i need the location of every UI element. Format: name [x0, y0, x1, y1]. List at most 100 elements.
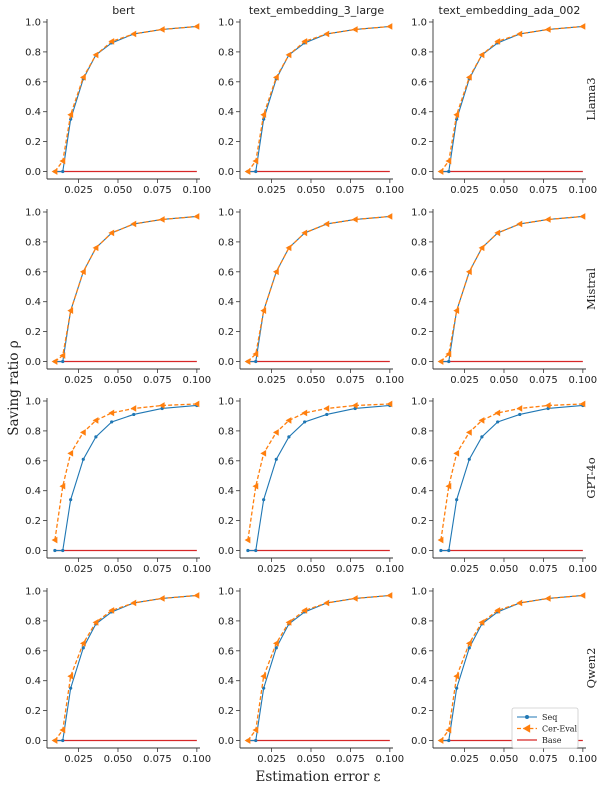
- series-point-cer-eval: [494, 409, 501, 417]
- series-point-cer-eval: [445, 350, 452, 358]
- y-tick-label: 0.2: [218, 706, 234, 717]
- series-point-cer-eval: [351, 26, 358, 33]
- y-tick-label: 1.0: [411, 207, 427, 218]
- y-tick-label: 0.8: [25, 616, 41, 627]
- series-point-cer-eval: [252, 157, 259, 165]
- panel-mistral-text-embedding-ada-002: 0.0 0.2 0.4 0.6 0.8 1.0 0.025 0.050 0.075 0.100: [411, 207, 597, 386]
- column-title-text-embedding-3-large: text_embedding_3_large: [249, 4, 385, 17]
- series-point-cer-eval: [59, 482, 66, 490]
- series-point-seq: [467, 457, 471, 461]
- series-point-seq: [496, 420, 500, 424]
- series-line-cer-eval: [54, 215, 197, 363]
- y-tick-label: 0.4: [411, 486, 427, 497]
- series-point-cer-eval: [92, 417, 99, 424]
- series-point-cer-eval: [130, 599, 137, 607]
- x-tick-label: 0.050: [104, 754, 133, 765]
- series-point-cer-eval: [272, 429, 279, 436]
- y-tick-label: 1.0: [218, 586, 234, 597]
- series-line-cer-eval: [440, 215, 583, 362]
- series-point-seq: [61, 169, 65, 174]
- y-tick-label: 0.4: [411, 107, 427, 118]
- x-tick-label: 0.050: [104, 375, 133, 386]
- series-point-cer-eval: [351, 216, 358, 223]
- series-point-cer-eval: [465, 640, 472, 647]
- series-line-seq: [440, 404, 583, 552]
- legend-label-seq: Seq: [542, 713, 557, 722]
- series-point-cer-eval: [579, 213, 586, 220]
- series-point-seq: [254, 359, 258, 364]
- series-point-cer-eval: [453, 450, 460, 457]
- series-point-cer-eval: [453, 307, 460, 314]
- y-tick-label: 0.0: [218, 546, 234, 557]
- y-tick-label: 0.6: [411, 77, 427, 88]
- x-tick-label: 0.050: [490, 564, 519, 575]
- series-point-cer-eval: [445, 482, 452, 490]
- series-point-cer-eval: [437, 358, 444, 365]
- series-point-cer-eval: [437, 168, 444, 175]
- series-point-cer-eval: [130, 220, 137, 228]
- series-point-seq: [254, 169, 258, 174]
- series-line-seq: [54, 404, 197, 552]
- series-point-seq: [467, 646, 471, 650]
- series-point-cer-eval: [544, 26, 551, 33]
- y-tick-label: 1.0: [25, 207, 41, 218]
- y-tick-label: 0.8: [411, 47, 427, 58]
- series-point-cer-eval: [465, 268, 472, 276]
- y-tick-label: 0.8: [25, 47, 41, 58]
- series-point-cer-eval: [478, 51, 485, 59]
- series-line-seq: [247, 594, 390, 742]
- y-tick-label: 0.0: [218, 357, 234, 368]
- y-tick-label: 0.4: [411, 676, 427, 687]
- series-point-cer-eval: [158, 216, 165, 223]
- series-point-cer-eval: [285, 619, 292, 626]
- y-tick-label: 0.6: [411, 267, 427, 278]
- panel-llama3-bert: 0.0 0.2 0.4 0.6 0.8 1.0 0.025 0.050 0.075 0.100: [25, 17, 211, 196]
- series-point-cer-eval: [351, 402, 358, 409]
- x-tick-label: 0.025: [64, 185, 93, 196]
- series-point-cer-eval: [67, 307, 74, 314]
- x-tick-label: 0.075: [336, 754, 365, 765]
- x-tick-label: 0.075: [336, 185, 365, 196]
- series-point-cer-eval: [272, 74, 279, 81]
- series-point-seq: [262, 686, 266, 690]
- y-tick-label: 0.4: [411, 297, 427, 308]
- y-tick-label: 0.2: [25, 137, 41, 148]
- x-tick-label: 0.100: [183, 185, 212, 196]
- panel-mistral-bert: 0.0 0.2 0.4 0.6 0.8 1.0 0.025 0.050 0.075 0.100: [25, 207, 211, 386]
- series-point-seq: [254, 738, 258, 743]
- series-line-seq: [54, 215, 197, 363]
- series-line-cer-eval: [247, 215, 390, 362]
- x-tick-label: 0.025: [64, 564, 93, 575]
- x-tick-label: 0.050: [297, 375, 326, 386]
- series-point-seq: [94, 435, 98, 439]
- series-point-cer-eval: [108, 409, 115, 417]
- x-tick-label: 0.050: [297, 754, 326, 765]
- series-point-cer-eval: [516, 220, 523, 228]
- y-tick-label: 0.0: [411, 167, 427, 178]
- panel-mistral-text-embedding-3-large: 0.0 0.2 0.4 0.6 0.8 1.0 0.025 0.050 0.075 0.100: [218, 207, 404, 386]
- series-point-cer-eval: [260, 307, 267, 314]
- series-point-cer-eval: [244, 737, 251, 744]
- panel-qwen2-text-embedding-ada-002: 0.0 0.2 0.4 0.6 0.8 1.0 0.025 0.050 0.075 0.100: [411, 586, 597, 765]
- series-line-cer-eval: [54, 403, 197, 541]
- y-tick-label: 0.2: [25, 706, 41, 717]
- series-point-cer-eval: [130, 405, 137, 412]
- y-tick-label: 1.0: [25, 586, 41, 597]
- series-point-cer-eval: [193, 400, 200, 408]
- x-tick-label: 0.075: [143, 375, 172, 386]
- series-line-cer-eval: [54, 594, 197, 741]
- legend-label-cer-eval: Cer-Eval: [542, 725, 578, 734]
- series-point-cer-eval: [193, 213, 200, 220]
- y-tick-label: 1.0: [218, 207, 234, 218]
- series-point-seq: [447, 548, 451, 553]
- y-tick-label: 0.6: [218, 267, 234, 278]
- y-tick-label: 0.6: [25, 646, 41, 657]
- x-tick-label: 0.100: [569, 375, 598, 386]
- x-tick-label: 0.100: [183, 375, 212, 386]
- series-point-cer-eval: [272, 268, 279, 276]
- x-tick-label: 0.075: [143, 564, 172, 575]
- series-point-cer-eval: [260, 672, 267, 680]
- series-point-cer-eval: [108, 607, 115, 614]
- series-point-cer-eval: [323, 599, 330, 607]
- legend-marker-seq: [525, 715, 529, 719]
